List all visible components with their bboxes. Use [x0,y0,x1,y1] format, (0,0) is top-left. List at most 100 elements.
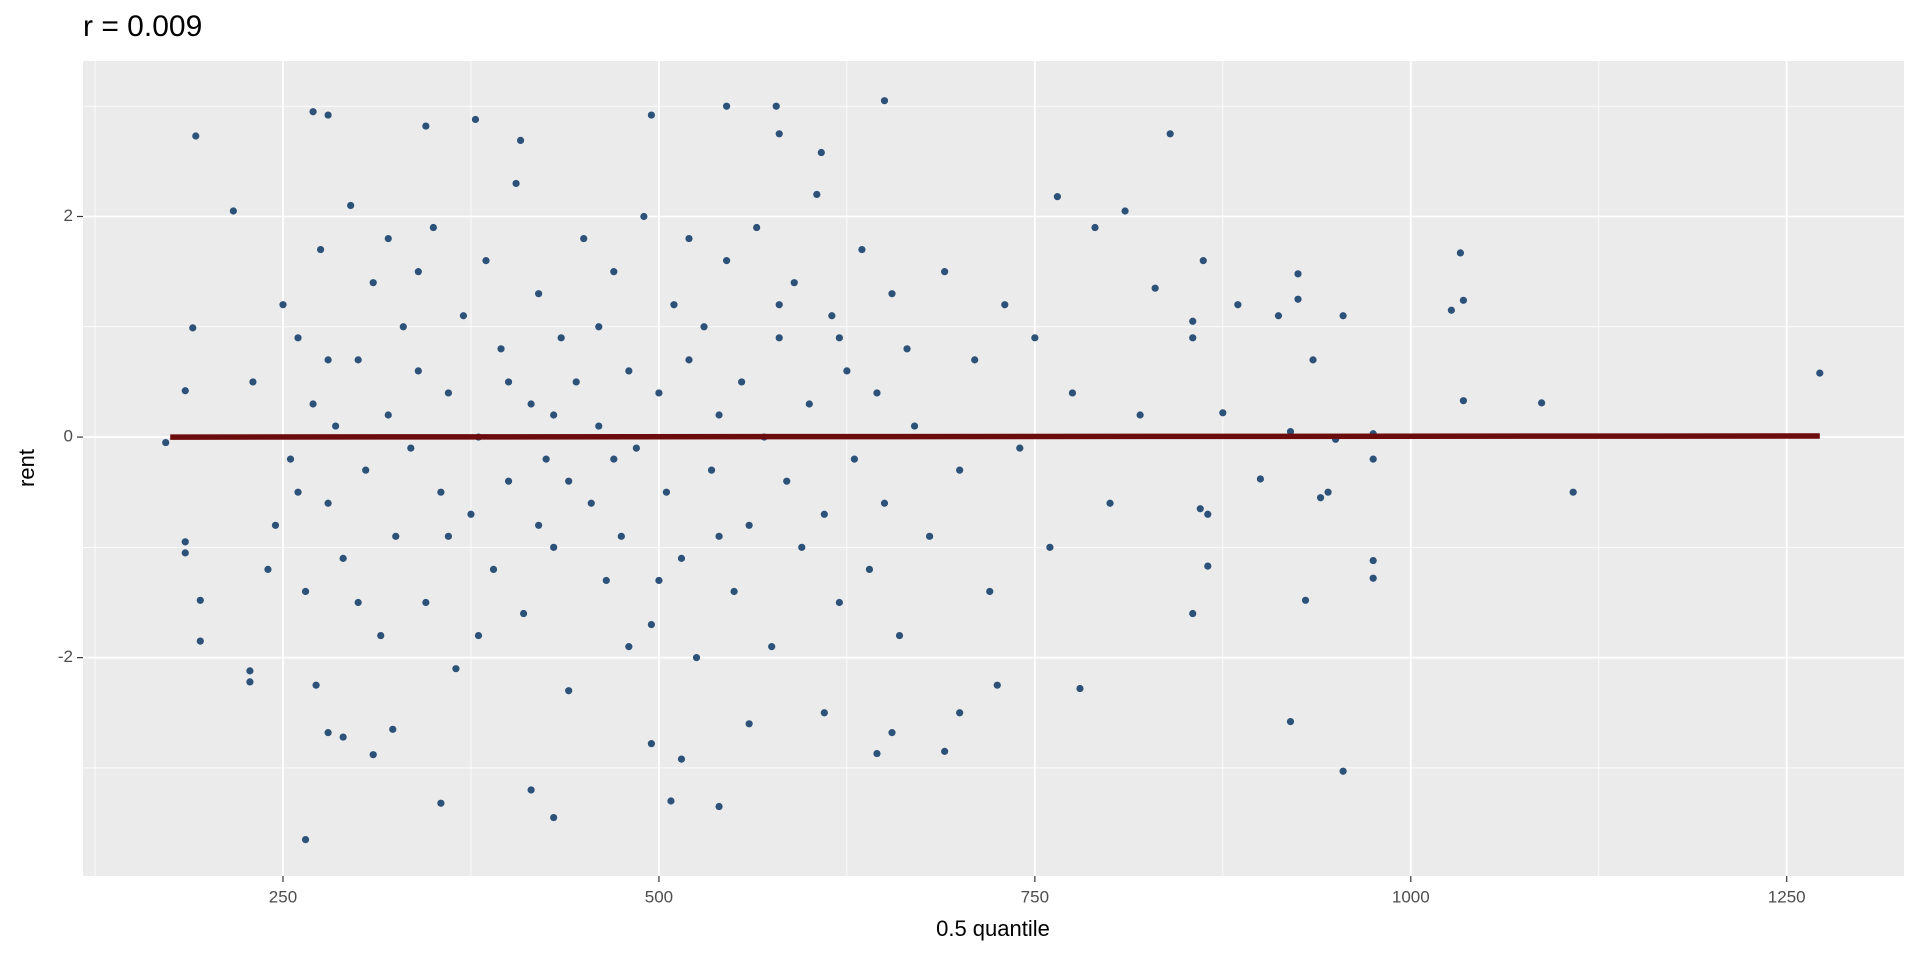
point [1151,284,1159,292]
point [422,122,430,130]
point [301,587,310,596]
point [516,136,525,145]
point [316,245,325,254]
point [286,455,295,463]
point [229,207,237,215]
point [775,130,783,138]
point [873,749,881,758]
point [444,532,453,540]
point [1569,488,1577,496]
point [399,323,407,331]
point [843,367,851,375]
point [640,212,648,221]
point [181,549,189,557]
point [858,245,866,254]
point [1324,488,1332,496]
point [459,312,468,320]
point [685,234,693,243]
point [730,587,738,596]
point [249,378,257,386]
point [339,733,347,741]
x-axis-title: 0.5 quantile [936,916,1050,941]
point [422,598,430,607]
point [667,797,675,805]
point [805,400,813,408]
chart-title: r = 0.009 [83,10,202,43]
point [625,643,633,651]
point [986,587,994,596]
point [828,312,836,320]
point [437,799,445,807]
point [1076,684,1084,693]
point [192,132,200,140]
point [504,378,513,386]
point [772,102,780,110]
point [956,709,964,717]
point [580,234,588,243]
point [722,257,731,265]
point [384,411,392,419]
point [1091,223,1099,232]
point [527,786,535,794]
point [662,488,671,496]
x-tick-label: 1000 [1392,887,1430,906]
point [347,201,355,210]
point [332,422,340,430]
point [1459,397,1468,405]
point [647,740,656,748]
point [993,681,1001,689]
point [1459,296,1468,304]
point [1046,543,1054,551]
point [925,532,934,540]
point [324,111,332,119]
point [625,367,633,375]
fit-line [170,433,1820,440]
point [1204,510,1212,518]
point [722,102,731,110]
point [271,521,280,529]
point [189,324,197,332]
point [535,521,543,529]
point [572,378,580,386]
point [565,477,573,485]
point [162,438,170,447]
point [775,301,783,309]
point [474,631,483,640]
point [655,576,663,585]
point [956,466,964,474]
x-tick-label: 1250 [1768,887,1806,906]
point [294,334,302,342]
point [865,565,874,574]
point [444,389,453,397]
point [1339,767,1347,775]
point [895,631,904,640]
point [1106,499,1114,507]
point [715,802,723,811]
point [324,356,332,364]
point [437,488,445,496]
point [753,223,761,232]
point [813,190,821,199]
point [817,148,825,157]
point [1166,130,1174,138]
point [369,751,377,759]
point [429,223,437,232]
point [369,279,377,287]
point [196,596,204,604]
point [1294,295,1302,303]
y-tick-label: 2 [64,206,73,225]
point [497,345,505,353]
point [1068,389,1077,397]
y-tick-label: -2 [58,647,73,666]
point [873,389,881,397]
point [1219,409,1227,417]
point [700,323,708,331]
point [550,411,558,419]
point [392,532,400,540]
point [610,455,618,463]
point [550,543,558,551]
point [489,565,498,574]
point [685,356,693,364]
point [647,620,656,629]
